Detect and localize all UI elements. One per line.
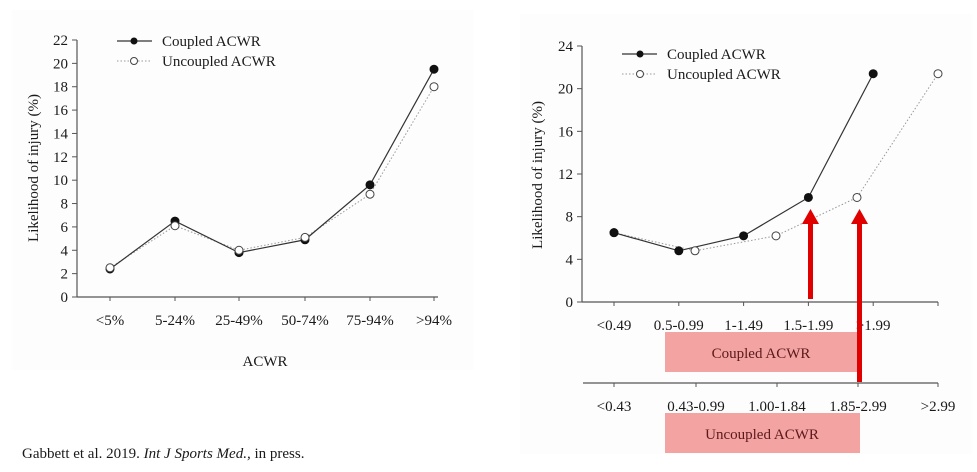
arrow-coupled <box>802 209 819 299</box>
uncoupled-point <box>429 82 439 92</box>
y-tick-label: 20 <box>558 82 573 98</box>
legend-coupled-label: Coupled ACWR <box>162 34 261 50</box>
coupled-series-line <box>109 68 435 270</box>
coupled-point <box>739 231 749 241</box>
coupled-point <box>868 69 878 79</box>
x-tick-label-uncoupled: <0.43 <box>597 399 632 415</box>
x-tick-label: 75-94% <box>346 313 394 329</box>
legend-uncoupled-marker <box>636 70 644 78</box>
coupled-point <box>803 192 813 202</box>
left-chart: 0 2 4 6 8 10 12 14 16 18 20 22 <5% 5-24% 25-49% 50-74%… <box>26 33 452 370</box>
legend-uncoupled-label: Uncoupled ACWR <box>667 67 781 83</box>
y-tick-label: 2 <box>61 267 69 283</box>
legend-coupled-label: Coupled ACWR <box>667 47 766 63</box>
coupled-point <box>609 228 619 238</box>
legend-coupled-marker <box>636 50 644 58</box>
uncoupled-point <box>234 245 244 255</box>
uncoupled-point <box>933 69 943 79</box>
x-tick-label-uncoupled: 0.43-0.99 <box>667 399 725 415</box>
x-tick-label: 5-24% <box>155 313 195 329</box>
uncoupled-series-line <box>109 86 435 269</box>
uncoupled-point <box>105 263 115 273</box>
x-tick-label: 25-49% <box>215 313 263 329</box>
right-chart: 0 4 8 12 16 20 24 <0.49 0.5-0.99 1-1.49 1.5-1.99 >… <box>530 39 955 453</box>
band-coupled <box>665 332 858 372</box>
x-tick-label-coupled: 1.5-1.99 <box>783 318 833 334</box>
x-tick-label: 50-74% <box>281 313 329 329</box>
x-tick-label-uncoupled: 1.00-1.84 <box>748 399 806 415</box>
right-legend: Coupled ACWR Uncoupled ACWR <box>622 47 781 83</box>
y-tick-label: 0 <box>566 295 574 311</box>
x-tick-label-coupled: 1-1.49 <box>724 318 763 334</box>
uncoupled-point <box>170 221 180 231</box>
uncoupled-series-line <box>613 73 939 252</box>
right-y-axis-title: Likelihood of injury (%) <box>530 101 546 249</box>
y-tick-label: 6 <box>61 220 69 236</box>
band-uncoupled-label: Uncoupled ACWR <box>705 427 819 443</box>
y-tick-label: 8 <box>61 197 69 213</box>
arrow-uncoupled <box>851 209 868 382</box>
y-tick-label: 16 <box>558 124 574 140</box>
legend-uncoupled-marker <box>130 57 138 65</box>
y-tick-label: 22 <box>53 33 68 49</box>
x-tick-label-coupled: 0.5-0.99 <box>654 318 704 334</box>
x-tick-label-uncoupled: >2.99 <box>921 399 956 415</box>
coupled-point <box>674 246 684 256</box>
uncoupled-point <box>771 231 781 241</box>
y-tick-label: 18 <box>53 80 68 96</box>
coupled-point <box>429 64 439 74</box>
band-coupled-label: Coupled ACWR <box>712 346 811 362</box>
legend-uncoupled-label: Uncoupled ACWR <box>162 54 276 70</box>
coupled-point <box>365 180 375 190</box>
band-uncoupled <box>665 413 860 453</box>
y-tick-label: 8 <box>566 210 574 226</box>
y-tick-label: 12 <box>558 167 573 183</box>
left-y-axis-title: Likelihood of injury (%) <box>26 94 42 242</box>
uncoupled-point <box>852 192 862 202</box>
y-tick-label: 14 <box>53 126 69 142</box>
coupled-series-line <box>613 73 874 252</box>
left-panel-background <box>12 10 474 370</box>
y-tick-label: 10 <box>53 173 68 189</box>
left-x-axis-title: ACWR <box>243 354 288 370</box>
y-tick-label: 4 <box>61 243 69 259</box>
x-tick-label: >94% <box>416 313 452 329</box>
legend-coupled-marker <box>130 37 138 45</box>
citation-authors: Gabbett et al. 2019. <box>22 446 144 462</box>
y-tick-label: 20 <box>53 56 68 72</box>
x-tick-label: <5% <box>96 313 124 329</box>
y-tick-label: 16 <box>53 103 69 119</box>
x-tick-label-uncoupled: 1.85-2.99 <box>829 399 887 415</box>
citation: Gabbett et al. 2019. Int J Sports Med., … <box>22 446 304 463</box>
uncoupled-point <box>365 189 375 199</box>
left-legend: Coupled ACWR Uncoupled ACWR <box>117 34 276 70</box>
citation-status: in press. <box>250 446 305 462</box>
citation-journal: Int J Sports Med., <box>143 446 251 462</box>
y-tick-label: 0 <box>61 290 69 306</box>
x-tick-label-coupled: >1.99 <box>856 318 891 334</box>
y-tick-label: 12 <box>53 150 68 166</box>
uncoupled-point <box>300 232 310 242</box>
uncoupled-point <box>690 246 700 256</box>
y-tick-label: 4 <box>566 252 574 268</box>
y-tick-label: 24 <box>558 39 574 55</box>
x-tick-label-coupled: <0.49 <box>597 318 632 334</box>
